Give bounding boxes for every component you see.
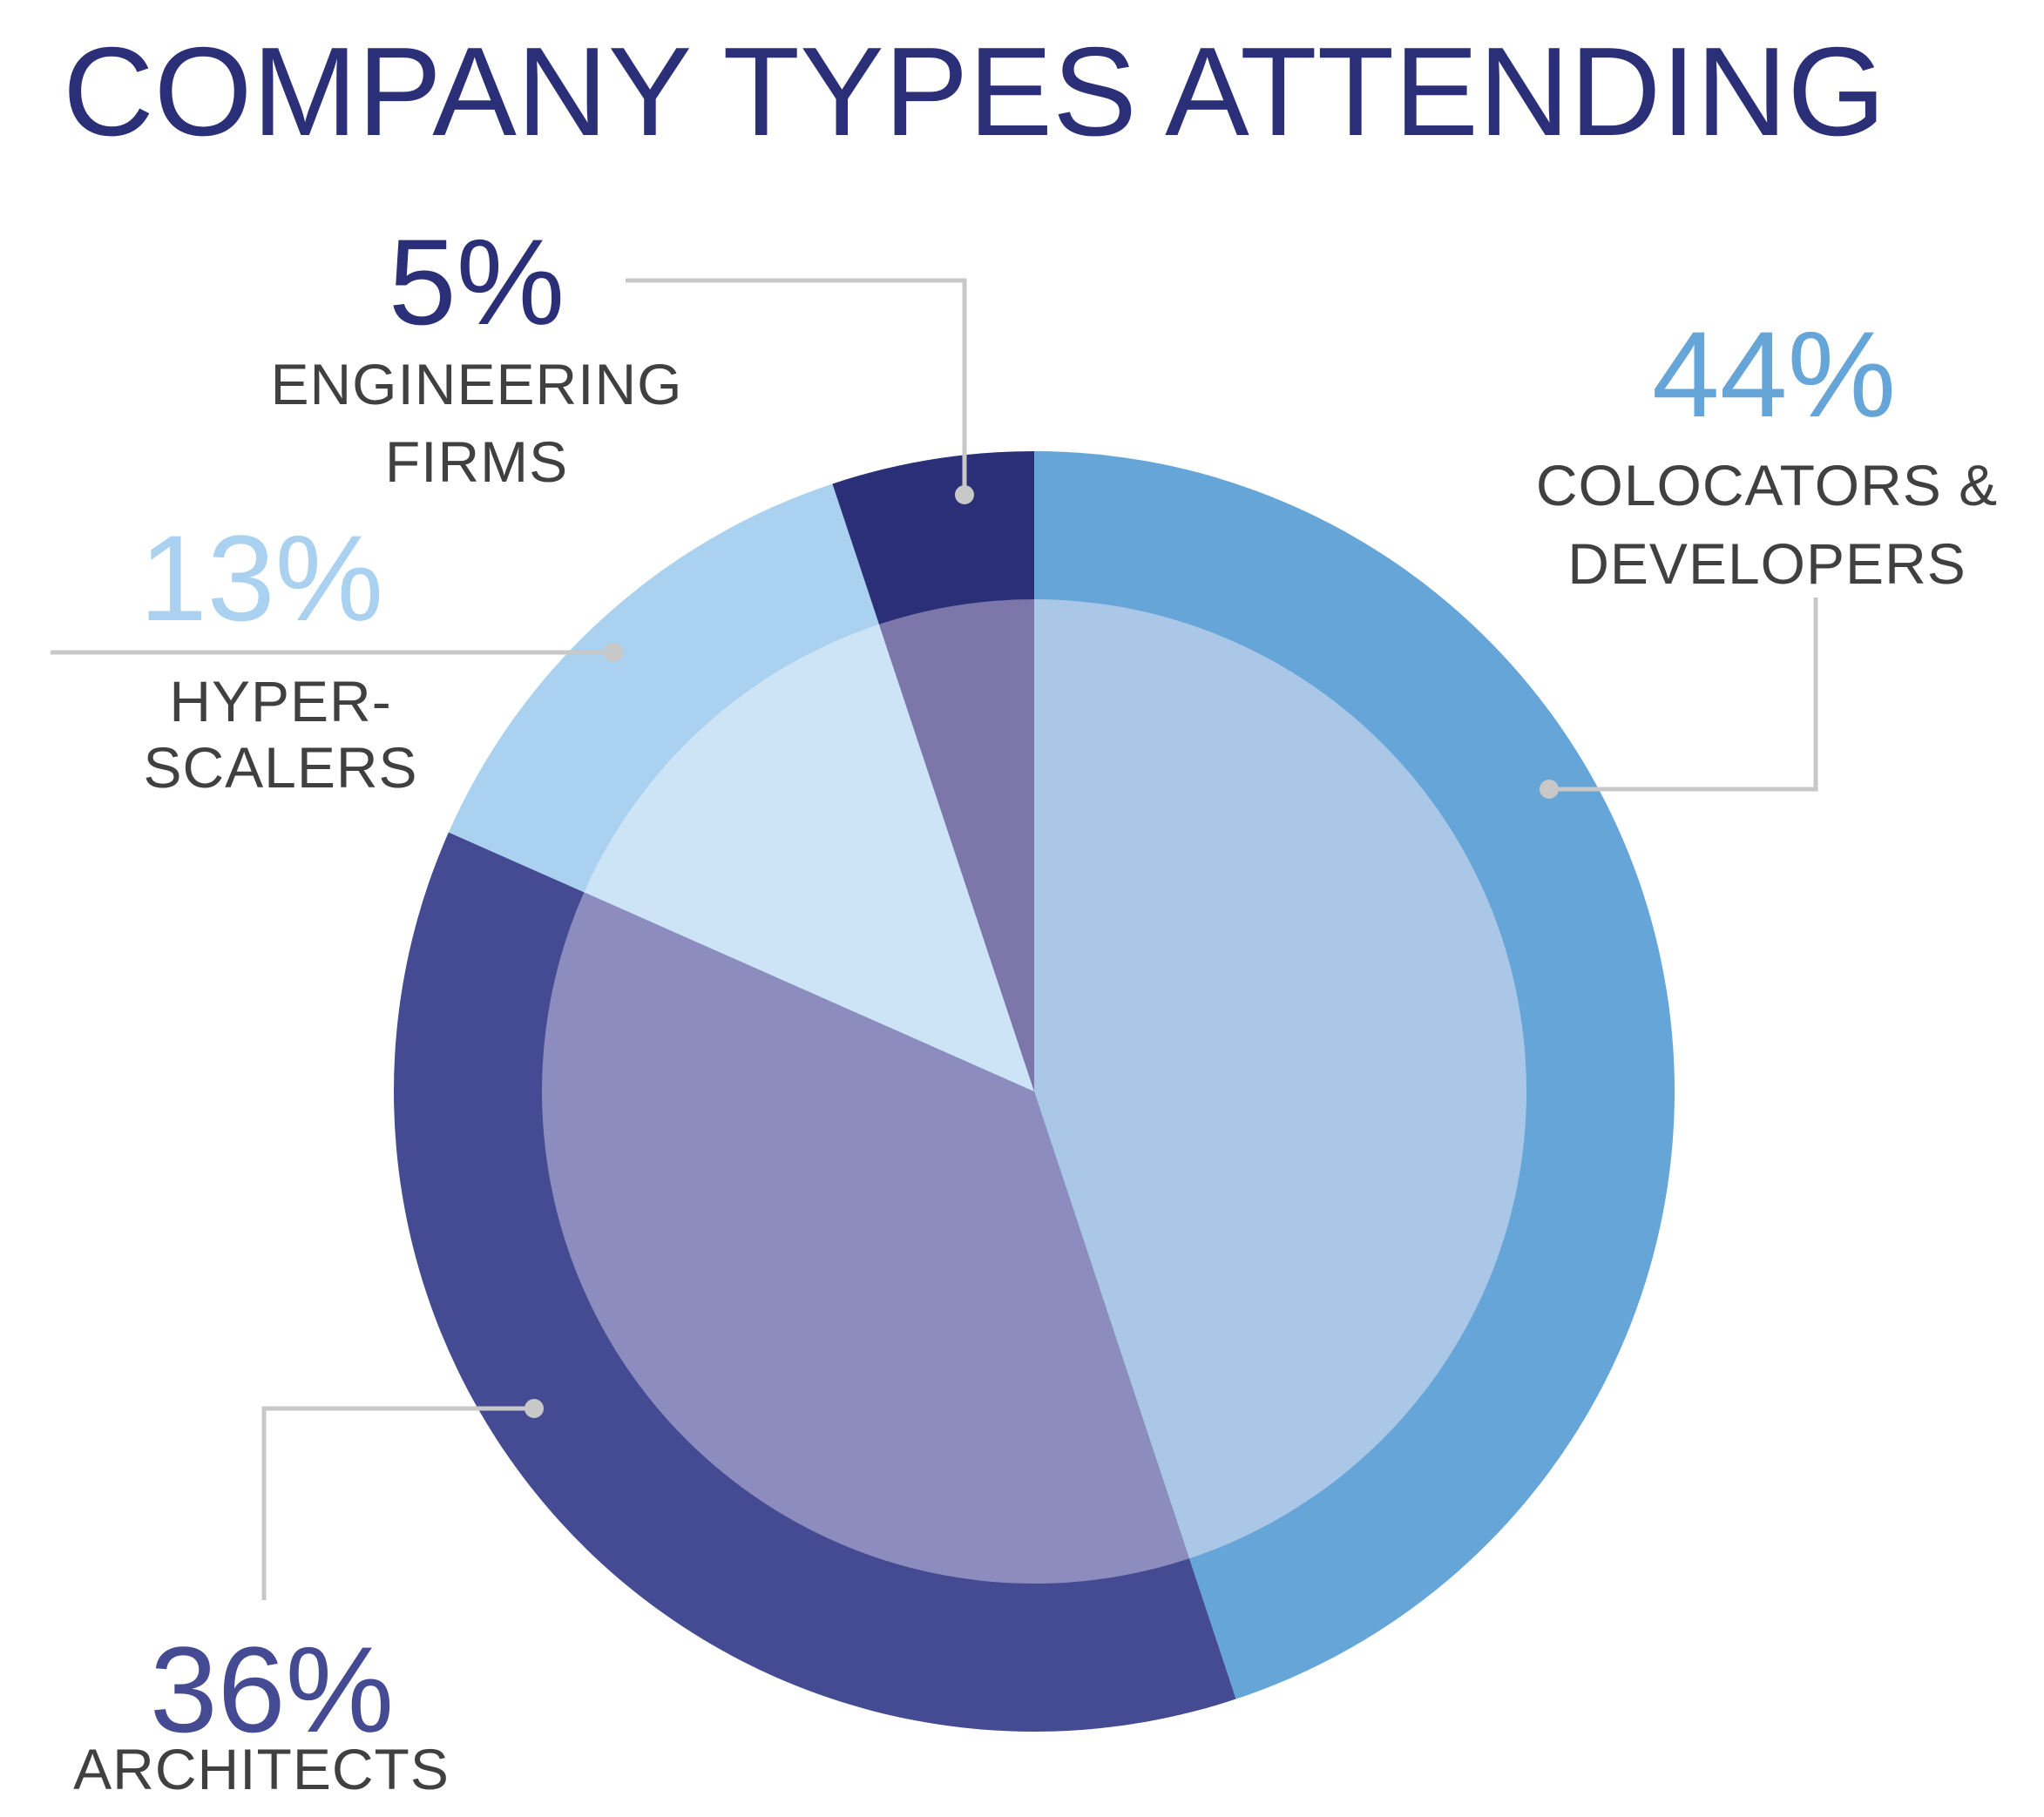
data-label-pct-engineering: 5% [389, 213, 565, 350]
leader-lines [51, 278, 1818, 1600]
leader-dot-engineering [955, 485, 974, 504]
pie-slice-inner-engineering [878, 599, 1034, 1091]
pie-slice-inner-architects [542, 892, 1190, 1584]
pie-slice-inner-colocators [1034, 598, 1527, 1559]
data-label-pct-architects: 36% [150, 1621, 394, 1758]
slice-label-engineering-line-2: FIRMS [385, 429, 568, 494]
slice-label-engineering-line-1: ENGINEERING [270, 352, 682, 416]
pie-slice-inner-hyperscalers [584, 624, 1034, 1091]
chart-title: COMPANY TYPES ATTENDING [63, 21, 1885, 162]
slice-label-colocators-line-2: DEVELOPERS [1567, 531, 1966, 596]
data-label-pct-hyperscalers: 13% [139, 510, 383, 646]
slice-label-colocators-line-1: COLOCATORS & [1536, 453, 1998, 517]
pie-inner-disc [542, 598, 1527, 1584]
slice-labels: 44% COLOCATORS & DEVELOPERS 36%ARCHITECTS 13… [73, 213, 1998, 1801]
leader-dot-architects [525, 1399, 544, 1418]
leader-dot-colocators [1540, 780, 1559, 799]
slice-label-hyperscalers-line-1: HYPER- [169, 669, 391, 733]
leader-line-colocators [1549, 598, 1818, 792]
slice-label-architects-line-1: ARCHITECTS [73, 1737, 450, 1801]
leader-line-architects [261, 1406, 534, 1600]
data-label-pct-colocators: 44% [1652, 306, 1896, 442]
leader-dot-hyperscalers [604, 643, 623, 662]
leader-line-engineering [626, 278, 967, 495]
slice-label-hyperscalers-line-2: SCALERS [143, 735, 417, 800]
